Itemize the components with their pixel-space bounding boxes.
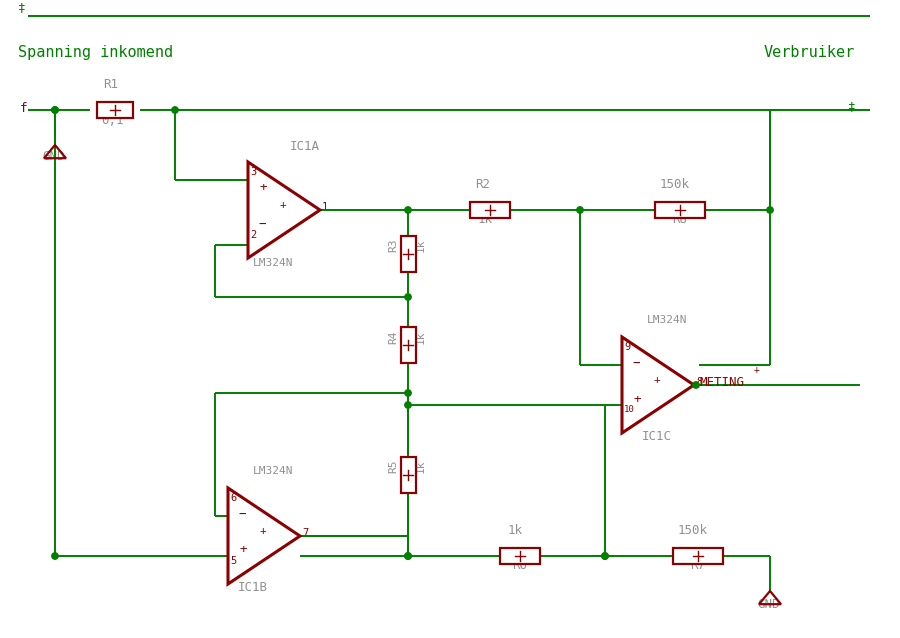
Text: 6: 6 (230, 493, 236, 503)
Text: 5: 5 (230, 556, 236, 566)
Circle shape (577, 207, 583, 213)
Text: +: + (634, 392, 642, 406)
Text: 0,1: 0,1 (101, 114, 123, 127)
Text: METING: METING (700, 376, 745, 390)
Bar (400, 235, 416, 272)
Circle shape (405, 390, 411, 396)
Bar (655, 202, 705, 218)
Text: −: − (632, 357, 640, 369)
Text: ‡: ‡ (848, 101, 855, 114)
Circle shape (52, 553, 58, 559)
Circle shape (405, 553, 411, 559)
Text: Spanning inkomend: Spanning inkomend (18, 45, 173, 60)
Text: 1k: 1k (478, 213, 493, 226)
Text: 1k: 1k (416, 330, 426, 344)
Circle shape (602, 553, 608, 559)
Circle shape (767, 207, 773, 213)
Bar (400, 327, 416, 363)
Bar (470, 202, 510, 218)
Text: R1: R1 (103, 78, 118, 91)
Text: R5: R5 (388, 460, 398, 473)
Text: ‡: ‡ (18, 1, 25, 14)
Text: R6: R6 (512, 559, 527, 572)
Text: f: f (20, 103, 28, 115)
Text: 10: 10 (624, 406, 634, 415)
Circle shape (52, 107, 58, 113)
Text: 1k: 1k (416, 460, 426, 473)
Text: R3: R3 (388, 239, 398, 252)
Circle shape (693, 382, 699, 388)
Text: LM324N: LM324N (253, 466, 293, 476)
Text: R2: R2 (475, 178, 490, 191)
Text: 1k: 1k (508, 524, 523, 537)
Bar (500, 548, 540, 564)
Text: 8: 8 (696, 377, 702, 387)
Circle shape (405, 553, 411, 559)
Text: R7: R7 (690, 559, 705, 572)
Circle shape (602, 553, 608, 559)
Text: +: + (654, 375, 661, 385)
Text: R8: R8 (672, 213, 687, 226)
Text: LM324N: LM324N (647, 315, 688, 325)
Circle shape (172, 107, 178, 113)
Circle shape (52, 107, 58, 113)
Circle shape (405, 207, 411, 213)
Bar (673, 548, 723, 564)
Bar (97, 102, 133, 118)
Bar (400, 457, 416, 493)
Text: 150k: 150k (678, 524, 708, 537)
Text: IC1B: IC1B (238, 581, 268, 594)
Text: 3: 3 (250, 167, 256, 177)
Text: IC1C: IC1C (642, 430, 672, 443)
Text: 9: 9 (624, 342, 630, 352)
Text: 1: 1 (322, 202, 328, 212)
Text: 7: 7 (302, 528, 308, 538)
Text: +: + (240, 544, 248, 556)
Text: −: − (258, 218, 265, 230)
Text: +: + (280, 200, 287, 210)
Text: +: + (754, 365, 760, 375)
Text: GND: GND (757, 598, 779, 611)
Circle shape (405, 294, 411, 300)
Text: +: + (260, 181, 267, 195)
Text: −: − (238, 507, 246, 521)
Text: GND: GND (42, 150, 65, 163)
Text: 2: 2 (250, 230, 256, 240)
Text: R4: R4 (388, 330, 398, 344)
Circle shape (405, 402, 411, 408)
Text: +: + (260, 526, 266, 536)
Text: IC1A: IC1A (290, 140, 320, 153)
Text: 150k: 150k (660, 178, 690, 191)
Text: Verbruiker: Verbruiker (764, 45, 855, 60)
Text: 1k: 1k (416, 239, 426, 252)
Text: LM324N: LM324N (253, 258, 293, 268)
